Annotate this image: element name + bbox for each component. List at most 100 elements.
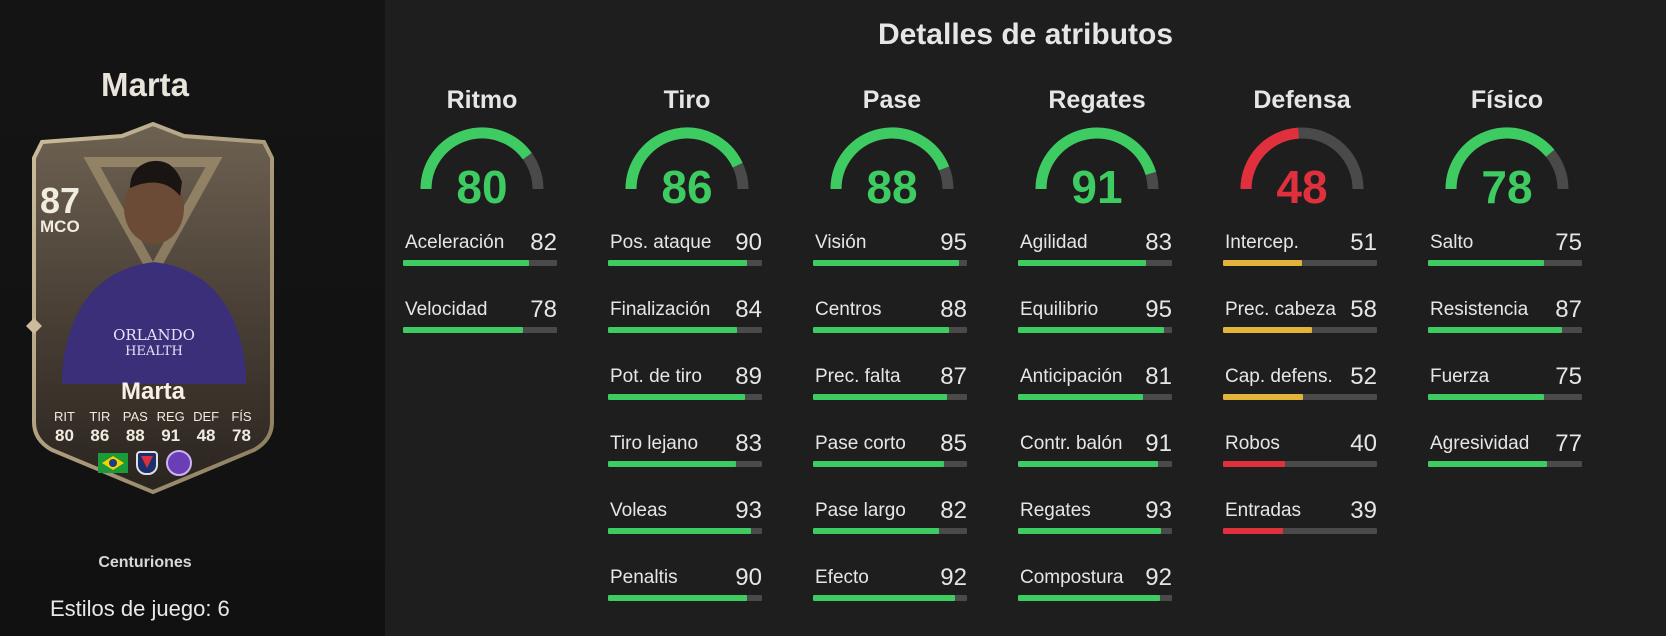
attribute-name: Fuerza xyxy=(1430,366,1490,387)
attribute-row-pos-ataque: Pos. ataque 90 xyxy=(608,229,766,272)
attribute-row-pase-largo: Pase largo 82 xyxy=(813,497,971,540)
gauge-fill xyxy=(420,127,532,190)
card-stat-pas: PAS 88 xyxy=(122,409,148,445)
svg-text:HEALTH: HEALTH xyxy=(125,344,183,359)
attribute-bar xyxy=(608,595,762,601)
attribute-bar-fill xyxy=(1223,461,1285,467)
attribute-name: Anticipación xyxy=(1020,366,1123,387)
category-gauge: 86 xyxy=(608,126,766,218)
attribute-value: 92 xyxy=(1145,564,1172,591)
attribute-name: Velocidad xyxy=(405,299,488,320)
attribute-bar-fill xyxy=(1018,327,1165,333)
category-defensa: Defensa 48 Intercep. 51 Prec. cabeza 58 Cap. d… xyxy=(1223,86,1381,534)
attribute-bar-fill xyxy=(1223,528,1284,534)
attribute-bar xyxy=(403,260,557,266)
attribute-bar xyxy=(813,260,967,266)
attribute-bar-fill xyxy=(813,394,947,400)
attribute-value: 39 xyxy=(1350,497,1377,524)
attribute-bar-fill xyxy=(813,461,944,467)
attribute-value: 82 xyxy=(530,229,557,256)
attribute-bar xyxy=(608,528,762,534)
attribute-bar xyxy=(608,394,762,400)
attribute-name: Resistencia xyxy=(1430,299,1529,320)
category-value: 48 xyxy=(1276,161,1328,213)
attribute-bar-fill xyxy=(1223,394,1304,400)
attribute-bar xyxy=(1223,528,1377,534)
category-value: 80 xyxy=(456,161,508,213)
attribute-name: Agilidad xyxy=(1020,232,1088,253)
attribute-value: 51 xyxy=(1350,229,1377,256)
attribute-bar xyxy=(1018,528,1172,534)
attribute-bar-fill xyxy=(1018,394,1143,400)
attribute-bar xyxy=(1223,260,1377,266)
attribute-bar xyxy=(813,327,967,333)
attribute-name: Voleas xyxy=(610,500,668,521)
card-stat-def: DEF 48 xyxy=(193,409,220,445)
attribute-row-equilibrio: Equilibrio 95 xyxy=(1018,296,1176,339)
attribute-value: 83 xyxy=(1145,229,1172,256)
attribute-bar xyxy=(1018,394,1172,400)
attribute-value: 58 xyxy=(1350,296,1377,323)
club-badge-icon xyxy=(166,450,192,476)
attribute-row-tiro-lejano: Tiro lejano 83 xyxy=(608,430,766,473)
category-title: Defensa xyxy=(1253,86,1351,114)
attribute-bar xyxy=(1428,327,1582,333)
attribute-name: Intercep. xyxy=(1225,232,1299,253)
category-gauge: 88 xyxy=(813,126,971,218)
category-tiro: Tiro 86 Pos. ataque 90 Finalización 84 Pot. de… xyxy=(608,86,766,601)
gauge-fill xyxy=(830,127,950,190)
attribute-bar xyxy=(1428,394,1582,400)
category-title: Tiro xyxy=(663,86,711,114)
attribute-row-pot-de-tiro: Pot. de tiro 89 xyxy=(608,363,766,406)
player-card[interactable]: ORLANDO HEALTH xyxy=(22,122,284,494)
brazil-flag-icon xyxy=(98,453,128,473)
attribute-row-prec-falta: Prec. falta 87 xyxy=(813,363,971,406)
category-ritmo: Ritmo 80 Aceleración 82 Velocidad 78 xyxy=(403,86,561,333)
category-value: 91 xyxy=(1071,161,1123,213)
card-version-label: Centuriones xyxy=(98,554,192,571)
attribute-bar-fill xyxy=(1018,461,1159,467)
attribute-bar xyxy=(813,461,967,467)
attribute-row-anticipacion: Anticipación 81 xyxy=(1018,363,1176,406)
category-gauge: 80 xyxy=(403,126,561,218)
attribute-row-fuerza: Fuerza 75 xyxy=(1428,363,1586,406)
card-frame: ORLANDO HEALTH xyxy=(26,122,274,494)
attribute-bar-fill xyxy=(1428,461,1547,467)
attribute-row-vision: Visión 95 xyxy=(813,229,971,272)
category-value: 78 xyxy=(1481,161,1533,213)
attribute-row-salto: Salto 75 xyxy=(1428,229,1586,272)
attribute-value: 87 xyxy=(1555,296,1582,323)
card-stat-dri: REG 91 xyxy=(156,409,185,445)
attribute-value: 77 xyxy=(1555,430,1582,457)
card-rating: 87 xyxy=(40,180,81,221)
attribute-row-pase-corto: Pase corto 85 xyxy=(813,430,971,473)
attribute-bar xyxy=(1018,260,1172,266)
card-stats: RIT 80 TIR 86 PAS 88 REG 91 DEF 48 FÍS 78 xyxy=(48,409,258,446)
card-badges xyxy=(98,450,192,476)
category-title: Ritmo xyxy=(446,86,518,114)
category-regates: Regates 91 Agilidad 83 Equilibrio 95 Anticipac… xyxy=(1018,86,1176,601)
attribute-name: Entradas xyxy=(1225,500,1302,521)
attribute-name: Pase largo xyxy=(815,500,906,521)
attribute-row-agresividad: Agresividad 77 xyxy=(1428,430,1586,473)
attribute-row-voleas: Voleas 93 xyxy=(608,497,766,540)
attribute-bar xyxy=(608,260,762,266)
attribute-name: Compostura xyxy=(1020,567,1124,588)
attribute-value: 81 xyxy=(1145,363,1172,390)
attribute-value: 75 xyxy=(1555,363,1582,390)
attribute-value: 83 xyxy=(735,430,762,457)
attribute-bar-fill xyxy=(608,595,747,601)
attribute-value: 93 xyxy=(1145,497,1172,524)
attribute-name: Visión xyxy=(815,232,867,253)
attribute-name: Cap. defens. xyxy=(1225,366,1333,387)
attribute-value: 40 xyxy=(1350,430,1377,457)
page-title: Detalles de atributos xyxy=(877,18,1174,51)
attribute-name: Equilibrio xyxy=(1020,299,1099,320)
playstyles-count[interactable]: Estilos de juego: 6 xyxy=(50,596,230,621)
attribute-name: Robos xyxy=(1225,433,1280,454)
attribute-bar-fill xyxy=(608,461,736,467)
attribute-bar xyxy=(1018,461,1172,467)
attribute-value: 78 xyxy=(530,296,557,323)
attribute-row-efecto: Efecto 92 xyxy=(813,564,971,607)
attribute-name: Contr. balón xyxy=(1020,433,1123,454)
